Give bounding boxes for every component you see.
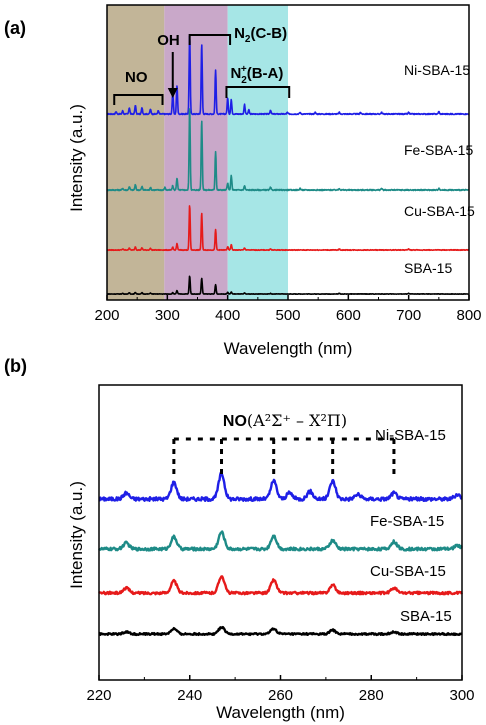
series-line-b-2 <box>98 575 463 596</box>
panel-b-x-axis-label: Wavelength (nm) <box>216 703 345 722</box>
x-tick-label-b-3: 280 <box>359 687 384 704</box>
panel-a-x-axis-label: Wavelength (nm) <box>224 339 353 358</box>
x-tick-label-a-6: 800 <box>456 307 481 324</box>
no-bracket <box>113 94 164 105</box>
series-label-a-2: Cu-SBA-15 <box>404 203 475 219</box>
series-label-a-3: SBA-15 <box>404 260 452 276</box>
panel-b-label: (b) <box>4 356 27 376</box>
series-line-b-3 <box>98 625 463 637</box>
n2plus-ba-label: N2+(B-A) <box>230 64 283 86</box>
series-line-a-1 <box>106 108 470 192</box>
series-line-b-0 <box>98 471 463 502</box>
no-transition-states: (A²Σ⁺ – X²Π) <box>247 411 347 430</box>
x-tick-label-b-2: 260 <box>268 687 293 704</box>
oh-label: OH <box>157 32 180 49</box>
panel-a-series-labels: Ni-SBA-15 Fe-SBA-15 Cu-SBA-15 SBA-15 <box>404 62 475 276</box>
panel-b-series <box>98 471 463 637</box>
series-label-a-0: Ni-SBA-15 <box>404 62 470 78</box>
x-tick-label-b-0: 220 <box>86 687 111 704</box>
series-label-b-1: Fe-SBA-15 <box>370 513 444 530</box>
panel-a-series <box>106 35 470 296</box>
series-label-b-2: Cu-SBA-15 <box>370 563 446 580</box>
no-label: NO <box>125 69 148 86</box>
shaded-region-1 <box>164 5 228 300</box>
n2plus-ba-bracket <box>225 86 291 98</box>
x-tick-label-a-2: 400 <box>215 307 240 324</box>
no-transition-species: NO <box>223 413 247 430</box>
panel-b-annotation <box>172 437 396 478</box>
panel-b-y-axis-label: Intensity (a.u.) <box>67 481 86 589</box>
x-tick-label-a-3: 500 <box>275 307 300 324</box>
x-tick-label-a-0: 200 <box>94 307 119 324</box>
panel-a-x-axis: 200 300 400 500 600 700 800 <box>94 295 482 324</box>
series-line-a-0 <box>106 35 470 116</box>
panel-b-series-labels: Ni-SBA-15 Fe-SBA-15 Cu-SBA-15 SBA-15 <box>370 427 452 625</box>
panel-b-x-axis: 220 240 260 280 300 <box>86 675 475 704</box>
shaded-region-0 <box>107 5 165 300</box>
shaded-region-2 <box>227 5 288 300</box>
n2-cb-bracket <box>188 34 232 45</box>
series-label-b-0: Ni-SBA-15 <box>375 427 446 444</box>
series-label-b-3: SBA-15 <box>400 608 452 625</box>
x-tick-label-a-5: 700 <box>396 307 421 324</box>
panel-a-shaded-regions <box>107 5 288 300</box>
panel-a-annotations: NO OH N2(C-B) N2+(B-A) <box>113 25 291 105</box>
panel-a-y-axis-label: Intensity (a.u.) <box>67 104 86 212</box>
x-tick-label-a-1: 300 <box>155 307 180 324</box>
oh-arrowhead-icon <box>167 88 178 98</box>
no-transition-label: NO(A²Σ⁺ – X²Π) <box>223 411 347 430</box>
x-tick-label-b-4: 300 <box>449 687 474 704</box>
series-label-a-1: Fe-SBA-15 <box>404 142 473 158</box>
series-line-b-1 <box>98 530 463 552</box>
series-line-a-2 <box>106 205 470 252</box>
x-tick-label-b-1: 240 <box>177 687 202 704</box>
panel-a-label: (a) <box>4 18 26 38</box>
series-line-a-3 <box>106 275 470 296</box>
x-tick-label-a-4: 600 <box>336 307 361 324</box>
